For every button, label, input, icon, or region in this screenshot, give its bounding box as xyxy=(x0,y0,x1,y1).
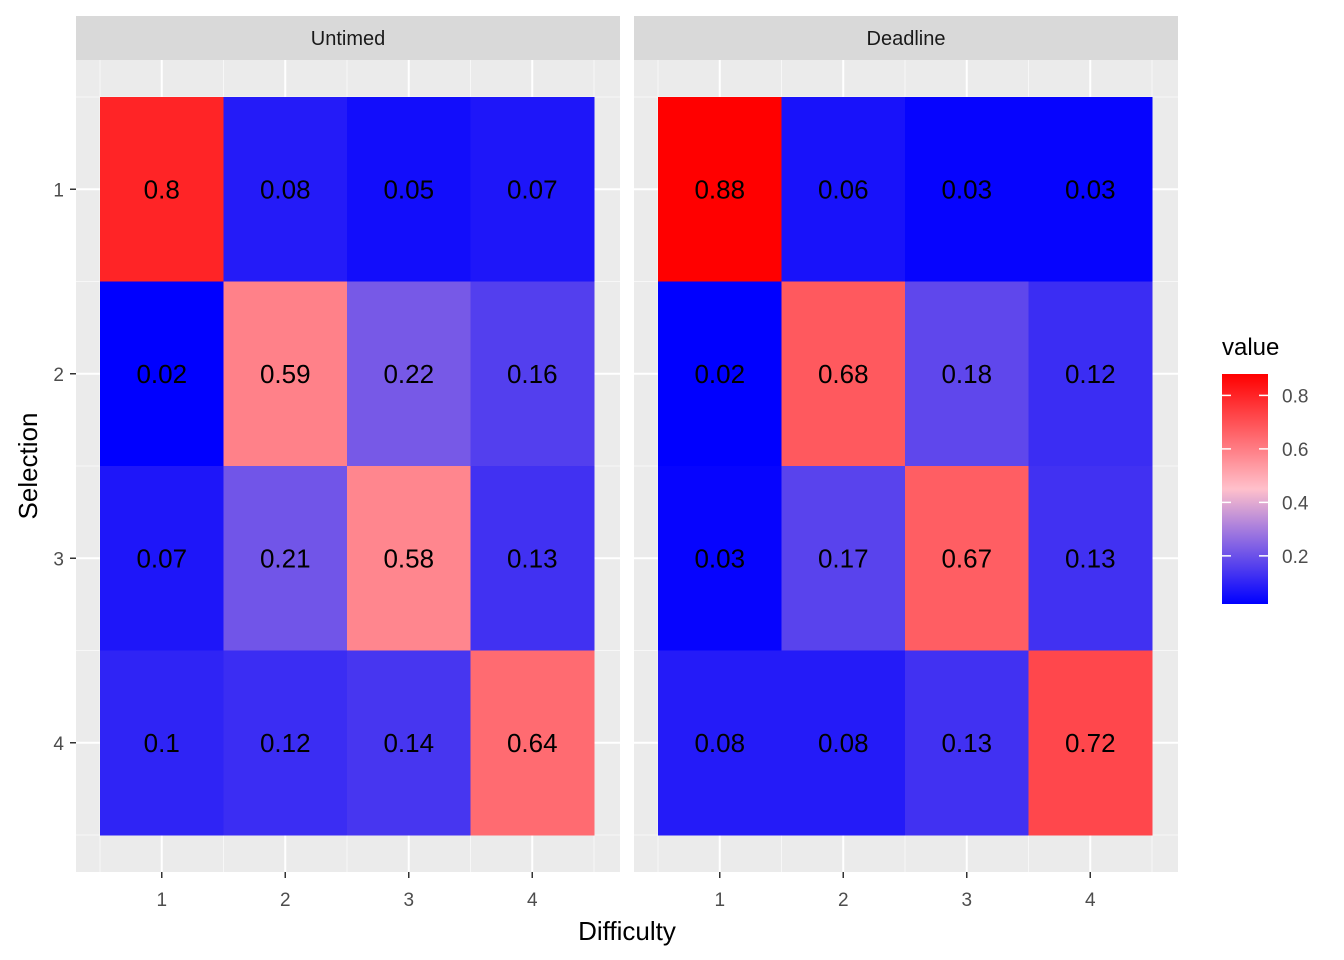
legend-tick-label: 0.2 xyxy=(1282,547,1308,568)
x-tick-label: 1 xyxy=(714,890,725,911)
heatmap-tile xyxy=(100,97,224,282)
x-tick-label: 4 xyxy=(527,890,538,911)
legend: value 0.2 0.4 0.6 0.8 xyxy=(1222,334,1309,604)
y-axis: 1 2 3 4 xyxy=(53,180,76,755)
legend-tick-label: 0.4 xyxy=(1282,493,1309,514)
heatmap-tile xyxy=(470,281,595,467)
heatmap-tile xyxy=(100,281,224,467)
heatmap-tile xyxy=(781,97,906,282)
cell-value-label: 0.67 xyxy=(941,543,992,573)
cell-value-label: 0.59 xyxy=(260,359,311,389)
cell-value-label: 0.02 xyxy=(694,359,745,389)
legend-title: value xyxy=(1222,334,1279,361)
heatmap-tile xyxy=(223,281,348,467)
x-tick-label: 4 xyxy=(1085,890,1096,911)
legend-tick-label: 0.8 xyxy=(1282,386,1308,407)
y-tick-label: 2 xyxy=(53,365,64,386)
heatmap-tile xyxy=(1028,281,1153,467)
legend-tick-label: 0.6 xyxy=(1282,440,1308,461)
cell-value-label: 0.08 xyxy=(818,728,869,758)
facet-strip-label: Deadline xyxy=(867,28,946,50)
cell-value-label: 0.08 xyxy=(260,174,311,204)
cell-value-label: 0.58 xyxy=(383,543,434,573)
heatmap-tile xyxy=(658,97,782,282)
heatmap-tile xyxy=(658,650,782,836)
heatmap-tile xyxy=(223,650,348,836)
cell-value-label: 0.07 xyxy=(136,543,187,573)
y-axis-title: Selection xyxy=(13,413,43,520)
cell-value-label: 0.03 xyxy=(1065,174,1116,204)
cell-value-label: 0.13 xyxy=(507,543,558,573)
heatmap-tile xyxy=(470,466,595,651)
heatmap-tile xyxy=(347,97,471,282)
y-tick-label: 1 xyxy=(53,180,64,201)
cell-value-label: 0.08 xyxy=(694,728,745,758)
facet-strip xyxy=(76,16,620,60)
heatmap-tile xyxy=(100,466,224,651)
heatmap-tile xyxy=(905,281,1029,467)
x-tick-label: 2 xyxy=(280,890,291,911)
heatmap-tile xyxy=(658,281,782,467)
y-tick-label: 3 xyxy=(53,549,64,570)
cell-value-label: 0.02 xyxy=(136,359,187,389)
heatmap-tile xyxy=(905,466,1029,651)
heatmap-tile xyxy=(1028,97,1153,282)
panel-untimed: Untimed 0.8 0.08 0.05 0.07 0.02 0.59 0.22 0.16 0.… xyxy=(76,16,620,911)
cell-value-label: 0.18 xyxy=(941,359,992,389)
cell-value-label: 0.13 xyxy=(941,728,992,758)
cell-value-label: 0.64 xyxy=(507,728,558,758)
cell-value-label: 0.21 xyxy=(260,543,311,573)
panel-deadline: Deadline 0.88 0.06 0.03 0.03 0.02 0.68 0.18 0.12… xyxy=(634,16,1178,911)
heatmap-tile xyxy=(470,650,595,836)
cell-value-label: 0.12 xyxy=(260,728,311,758)
heatmap-tile xyxy=(347,281,471,467)
cell-value-label: 0.14 xyxy=(383,728,434,758)
x-tick-label: 3 xyxy=(961,890,972,911)
cell-value-label: 0.72 xyxy=(1065,728,1116,758)
x-axis-title: Difficulty xyxy=(578,916,676,946)
heatmap-tile xyxy=(781,650,906,836)
heatmap-tile xyxy=(781,281,906,467)
cell-value-label: 0.12 xyxy=(1065,359,1116,389)
cell-value-label: 0.07 xyxy=(507,174,558,204)
heatmap-tile xyxy=(470,97,595,282)
cell-value-label: 0.16 xyxy=(507,359,558,389)
heatmap-tile xyxy=(781,466,906,651)
heatmap-tile xyxy=(100,650,224,836)
cell-value-label: 0.13 xyxy=(1065,543,1116,573)
legend-colorbar xyxy=(1222,374,1268,604)
x-tick-label: 2 xyxy=(838,890,849,911)
cell-value-label: 0.05 xyxy=(383,174,434,204)
cell-value-label: 0.22 xyxy=(383,359,434,389)
heatmap-tile xyxy=(905,97,1029,282)
cell-value-label: 0.06 xyxy=(818,174,869,204)
cell-value-label: 0.17 xyxy=(818,543,869,573)
panels: Untimed 0.8 0.08 0.05 0.07 0.02 0.59 0.22 0.16 0.… xyxy=(53,16,1178,911)
cell-value-label: 0.03 xyxy=(694,543,745,573)
heatmap-tile xyxy=(1028,466,1153,651)
cell-value-label: 0.8 xyxy=(144,174,180,204)
y-tick-label: 4 xyxy=(53,734,64,755)
cell-value-label: 0.88 xyxy=(694,174,745,204)
facet-strip xyxy=(634,16,1178,60)
heatmap-tile xyxy=(905,650,1029,836)
heatmap-tile xyxy=(223,466,348,651)
heatmap-tile xyxy=(347,650,471,836)
x-tick-label: 3 xyxy=(403,890,414,911)
facet-strip-label: Untimed xyxy=(311,28,385,50)
cell-value-label: 0.1 xyxy=(144,728,180,758)
heatmap-tile xyxy=(1028,650,1153,836)
heatmap-tile xyxy=(658,466,782,651)
heatmap-tile xyxy=(347,466,471,651)
cell-value-label: 0.68 xyxy=(818,359,869,389)
heatmap-tile xyxy=(223,97,348,282)
x-tick-label: 1 xyxy=(156,890,167,911)
cell-value-label: 0.03 xyxy=(941,174,992,204)
